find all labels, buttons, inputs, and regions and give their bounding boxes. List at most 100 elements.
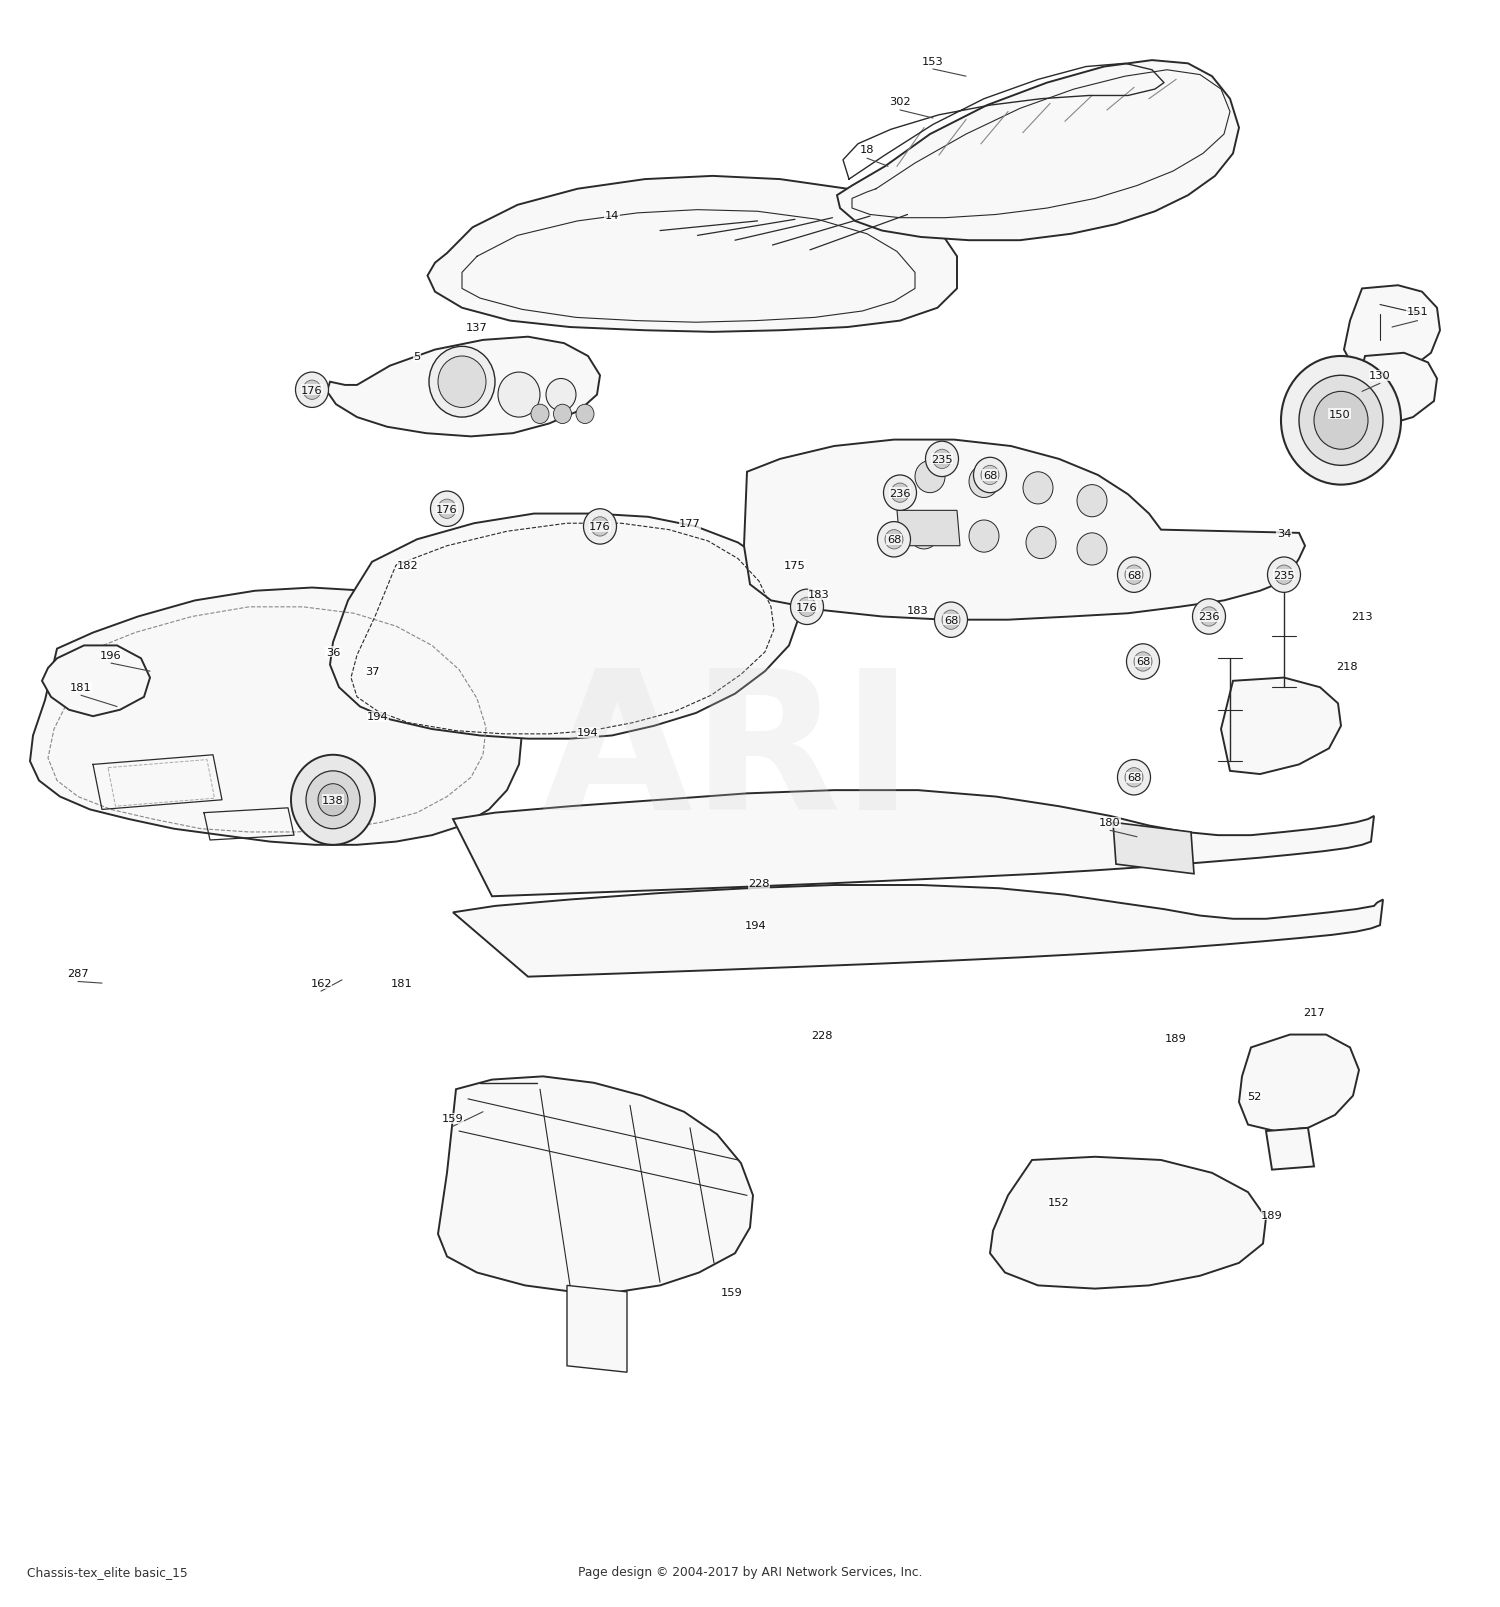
Circle shape — [531, 405, 549, 424]
Text: 36: 36 — [326, 648, 340, 657]
Text: 176: 176 — [302, 386, 322, 395]
Text: 176: 176 — [796, 603, 818, 612]
Polygon shape — [42, 646, 150, 717]
Text: 68: 68 — [944, 615, 958, 625]
Circle shape — [909, 517, 939, 550]
Text: 175: 175 — [784, 561, 806, 570]
Text: 194: 194 — [578, 728, 598, 738]
Text: 189: 189 — [1262, 1210, 1282, 1220]
Circle shape — [1268, 558, 1300, 593]
Polygon shape — [330, 514, 798, 739]
Circle shape — [1192, 599, 1225, 635]
Text: 52: 52 — [1246, 1091, 1262, 1101]
Polygon shape — [1221, 678, 1341, 775]
Circle shape — [942, 611, 960, 630]
Circle shape — [306, 771, 360, 829]
Text: 153: 153 — [922, 56, 944, 67]
Text: 194: 194 — [746, 921, 766, 930]
Circle shape — [1200, 607, 1218, 627]
Circle shape — [584, 509, 616, 545]
Circle shape — [915, 461, 945, 493]
Circle shape — [1026, 527, 1056, 559]
Circle shape — [1275, 566, 1293, 585]
Text: 18: 18 — [859, 145, 874, 156]
Polygon shape — [438, 1077, 753, 1292]
Polygon shape — [1239, 1035, 1359, 1131]
Polygon shape — [30, 588, 522, 845]
Circle shape — [926, 442, 958, 477]
Text: 68: 68 — [982, 471, 998, 480]
Text: 196: 196 — [100, 651, 122, 660]
Circle shape — [891, 484, 909, 503]
Text: 177: 177 — [680, 519, 700, 529]
Text: Chassis-tex_elite basic_15: Chassis-tex_elite basic_15 — [27, 1565, 188, 1578]
Polygon shape — [1266, 1128, 1314, 1170]
Text: 130: 130 — [1370, 371, 1390, 381]
Text: 181: 181 — [70, 683, 92, 693]
Circle shape — [885, 530, 903, 550]
Polygon shape — [1113, 823, 1194, 874]
Polygon shape — [990, 1157, 1266, 1289]
Circle shape — [1314, 392, 1368, 450]
Text: 137: 137 — [466, 323, 488, 333]
Text: 162: 162 — [310, 979, 332, 988]
Circle shape — [1077, 485, 1107, 517]
Circle shape — [878, 522, 910, 558]
Text: 176: 176 — [436, 505, 457, 514]
Text: 228: 228 — [748, 879, 770, 889]
Text: Page design © 2004-2017 by ARI Network Services, Inc.: Page design © 2004-2017 by ARI Network S… — [578, 1565, 922, 1578]
Text: 218: 218 — [1336, 662, 1358, 672]
Circle shape — [296, 373, 328, 408]
Text: 181: 181 — [392, 979, 412, 988]
Text: 176: 176 — [590, 522, 610, 532]
Circle shape — [429, 347, 495, 418]
Circle shape — [1118, 558, 1150, 593]
Circle shape — [1125, 566, 1143, 585]
Circle shape — [981, 466, 999, 485]
Circle shape — [554, 405, 572, 424]
Text: 180: 180 — [1100, 818, 1120, 828]
Circle shape — [969, 466, 999, 498]
Text: 68: 68 — [1126, 570, 1142, 580]
Text: 152: 152 — [1048, 1197, 1070, 1207]
Polygon shape — [1356, 354, 1437, 427]
Circle shape — [498, 373, 540, 418]
Circle shape — [1281, 357, 1401, 485]
Polygon shape — [744, 440, 1305, 620]
Circle shape — [438, 357, 486, 408]
Circle shape — [1134, 652, 1152, 672]
Polygon shape — [897, 511, 960, 546]
Polygon shape — [453, 791, 1374, 897]
Text: 5: 5 — [414, 352, 420, 362]
Polygon shape — [837, 61, 1239, 241]
Polygon shape — [1344, 286, 1440, 379]
Circle shape — [790, 590, 824, 625]
Text: 68: 68 — [886, 535, 902, 545]
Circle shape — [969, 521, 999, 553]
Circle shape — [884, 476, 916, 511]
Circle shape — [798, 598, 816, 617]
Text: 182: 182 — [398, 561, 418, 570]
Circle shape — [291, 755, 375, 845]
Circle shape — [1023, 472, 1053, 505]
Polygon shape — [327, 337, 600, 437]
Text: 189: 189 — [1166, 1033, 1186, 1043]
Text: 235: 235 — [1274, 570, 1294, 580]
Circle shape — [430, 492, 464, 527]
Text: 37: 37 — [364, 667, 380, 677]
Text: ARI: ARI — [542, 662, 914, 848]
Circle shape — [546, 379, 576, 411]
Circle shape — [318, 784, 348, 816]
Circle shape — [934, 603, 968, 638]
Circle shape — [1118, 760, 1150, 795]
Text: 213: 213 — [1352, 612, 1372, 622]
Polygon shape — [427, 177, 957, 333]
Text: 236: 236 — [1198, 612, 1219, 622]
Circle shape — [974, 458, 1006, 493]
Text: 287: 287 — [68, 969, 88, 979]
Text: 138: 138 — [322, 795, 344, 805]
Text: 235: 235 — [932, 455, 952, 464]
Polygon shape — [453, 885, 1383, 977]
Text: 159: 159 — [722, 1287, 742, 1297]
Text: 183: 183 — [908, 606, 928, 615]
